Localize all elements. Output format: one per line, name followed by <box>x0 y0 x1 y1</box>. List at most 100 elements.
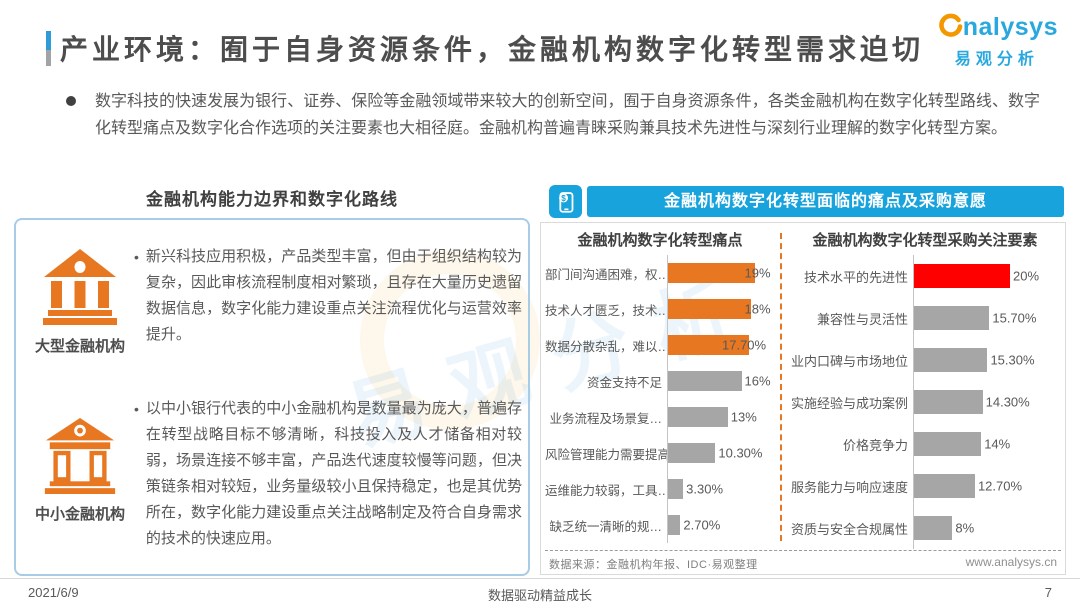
bar-row: 运维能力较弱，工具… 3.30% <box>545 471 775 507</box>
bar-row: 价格竞争力 14% <box>787 423 1063 465</box>
large-institution-label: 大型金融机构 <box>34 338 125 355</box>
bar-row: 服务能力与响应速度 12.70% <box>787 465 1063 507</box>
pain-points-chart: 金融机构数字化转型痛点 部门间沟通困难，权… 19% 技术人才匮乏，技术… 18% 数据… <box>545 229 775 543</box>
bar <box>668 515 681 535</box>
bar-value-label: 18% <box>744 301 771 317</box>
analysys-logo: nalysys 易观分析 <box>936 12 1058 69</box>
bar-row: 缺乏统一清晰的规… 2.70% <box>545 507 775 543</box>
bar-value-label: 13% <box>730 409 757 425</box>
bar-row: 兼容性与灵活性 15.70% <box>787 297 1063 339</box>
bar-category-label: 技术人才匮乏，技术… <box>545 303 671 318</box>
bar-value-label: 10.30% <box>718 445 763 461</box>
bank-large-icon <box>40 249 120 330</box>
small-institution-description: • 以中小银行代表的中小金融机构是数量最为庞大，普遍存在转型战略目标不够清晰，科… <box>134 396 522 552</box>
bar-value-label: 15.70% <box>992 310 1037 326</box>
bar <box>668 443 716 463</box>
bar <box>914 390 983 414</box>
website-url: www.analysys.cn <box>965 555 1057 569</box>
bar-row: 业内口碑与市场地位 15.30% <box>787 339 1063 381</box>
chart-title: 金融机构数字化转型采购关注要素 <box>812 232 1038 249</box>
chart-rows: 技术水平的先进性 20% 兼容性与灵活性 15.70% 业内口碑与市场地位 15.30% 实… <box>787 255 1063 549</box>
bar-value-label: 3.30% <box>686 481 724 497</box>
bar-category-label: 技术水平的先进性 <box>803 269 908 285</box>
intro-paragraph: 数字科技的快速发展为银行、证券、保险等金融领域带来较大的创新空间，囿于自身资源条… <box>95 93 1040 137</box>
bar-track: 10.30% <box>667 435 775 471</box>
bar-track: 20% <box>913 255 1063 297</box>
bar-track: 15.30% <box>913 339 1063 381</box>
bar-track: 8% <box>913 507 1063 549</box>
bar-row: 资质与安全合规属性 8% <box>787 507 1063 549</box>
bar-row: 资金支持不足 16% <box>545 363 775 399</box>
bar-category-label: 运维能力较弱，工具… <box>545 483 671 498</box>
bar-category-label: 业内口碑与市场地位 <box>790 353 908 369</box>
bar-track: 3.30% <box>667 471 775 507</box>
logo-en-text: nalysys <box>962 13 1058 41</box>
bar-row: 风险管理能力需要提高 10.30% <box>545 435 775 471</box>
bar-row: 业务流程及场景复… 13% <box>545 399 775 435</box>
bullet-dot-icon <box>66 96 76 106</box>
right-section-header: 金融机构数字化转型面临的痛点及采购意愿 <box>587 186 1064 217</box>
bar-track: 17.70% <box>667 327 775 363</box>
bar-row: 数据分散杂乱，难以… 17.70% <box>545 327 775 363</box>
chart-title: 金融机构数字化转型痛点 <box>577 232 743 249</box>
small-institution-item: 中小金融机构 <box>24 416 136 524</box>
bar-track: 14% <box>913 423 1063 465</box>
bar <box>668 371 742 391</box>
institutions-panel: 大型金融机构 • 新兴科技应用积极，产品类型丰富，但由于组织结构较为复杂，因此审… <box>14 218 530 576</box>
bar-value-label: 15.30% <box>990 352 1035 368</box>
bar <box>668 299 751 319</box>
bar-value-label: 12.70% <box>977 478 1023 494</box>
bar-value-label: 2.70% <box>683 517 721 533</box>
page-title: 产业环境：囿于自身资源条件，金融机构数字化转型需求迫切 <box>60 34 925 65</box>
purchase-factors-chart: 金融机构数字化转型采购关注要素 技术水平的先进性 20% 兼容性与灵活性 15.70%… <box>787 229 1063 549</box>
bar-track: 12.70% <box>913 465 1063 507</box>
bar-value-label: 19% <box>744 265 771 281</box>
bar-value-label: 16% <box>744 373 771 389</box>
bar-track: 15.70% <box>913 297 1063 339</box>
bar-track: 13% <box>667 399 775 435</box>
bar-category-label: 兼容性与灵活性 <box>816 311 908 327</box>
bar-category-label: 缺乏统一清晰的规… <box>549 519 662 534</box>
bar <box>914 348 988 372</box>
footer-date: 2021/6/9 <box>28 585 79 600</box>
logo-cn-text: 易观分析 <box>954 51 1039 68</box>
list-bullet-icon: • <box>134 401 139 417</box>
bar-row: 实施经验与成功案例 14.30% <box>787 381 1063 423</box>
large-institution-item: 大型金融机构 <box>24 246 136 356</box>
bar-category-label: 资质与安全合规属性 <box>790 521 908 537</box>
bar-track: 2.70% <box>667 507 775 543</box>
bar-value-label: 14% <box>984 436 1011 452</box>
small-institution-label: 中小金融机构 <box>34 506 125 523</box>
large-institution-description: • 新兴科技应用积极，产品类型丰富，但由于组织结构较为复杂，因此审核流程制度相对… <box>134 244 522 348</box>
bar-track: 16% <box>667 363 775 399</box>
bar-track: 14.30% <box>913 381 1063 423</box>
small-institution-text: 以中小银行代表的中小金融机构是数量最为庞大，普遍存在转型战略目标不够清晰，科技投… <box>145 400 522 547</box>
bar <box>914 474 975 498</box>
bar-category-label: 业务流程及场景复… <box>549 411 662 426</box>
data-source-note: 数据来源：金融机构年报、IDC·易观整理 <box>549 559 758 571</box>
bar <box>914 264 1010 288</box>
left-section-title: 金融机构能力边界和数字化路线 <box>146 190 398 209</box>
bar <box>914 306 990 330</box>
bar <box>668 479 684 499</box>
footer-divider <box>0 578 1080 579</box>
bar-category-label: 服务能力与响应速度 <box>790 479 908 495</box>
large-institution-text: 新兴科技应用积极，产品类型丰富，但由于组织结构较为复杂，因此审核流程制度相对繁琐… <box>145 248 522 343</box>
bar-track: 19% <box>667 255 775 291</box>
bar-value-label: 14.30% <box>985 394 1030 410</box>
bar-row: 部门间沟通困难，权… 19% <box>545 255 775 291</box>
page-number: 7 <box>1044 585 1052 600</box>
bar-category-label: 数据分散杂乱，难以… <box>545 339 671 354</box>
bar-category-label: 部门间沟通困难，权… <box>545 267 671 282</box>
bar-category-label: 资金支持不足 <box>586 375 662 390</box>
analysys-a-swoosh-icon <box>936 12 963 43</box>
svg-text:$: $ <box>561 193 566 202</box>
chart-rows: 部门间沟通困难，权… 19% 技术人才匮乏，技术… 18% 数据分散杂乱，难以… 17.7… <box>545 255 775 543</box>
bar-row: 技术人才匮乏，技术… 18% <box>545 291 775 327</box>
bank-small-icon <box>41 417 119 498</box>
footer-slogan: 数据驱动精益成长 <box>487 588 592 603</box>
bar-value-label: 8% <box>955 520 975 536</box>
title-accent-bar <box>46 31 51 66</box>
bar-track: 18% <box>667 291 775 327</box>
